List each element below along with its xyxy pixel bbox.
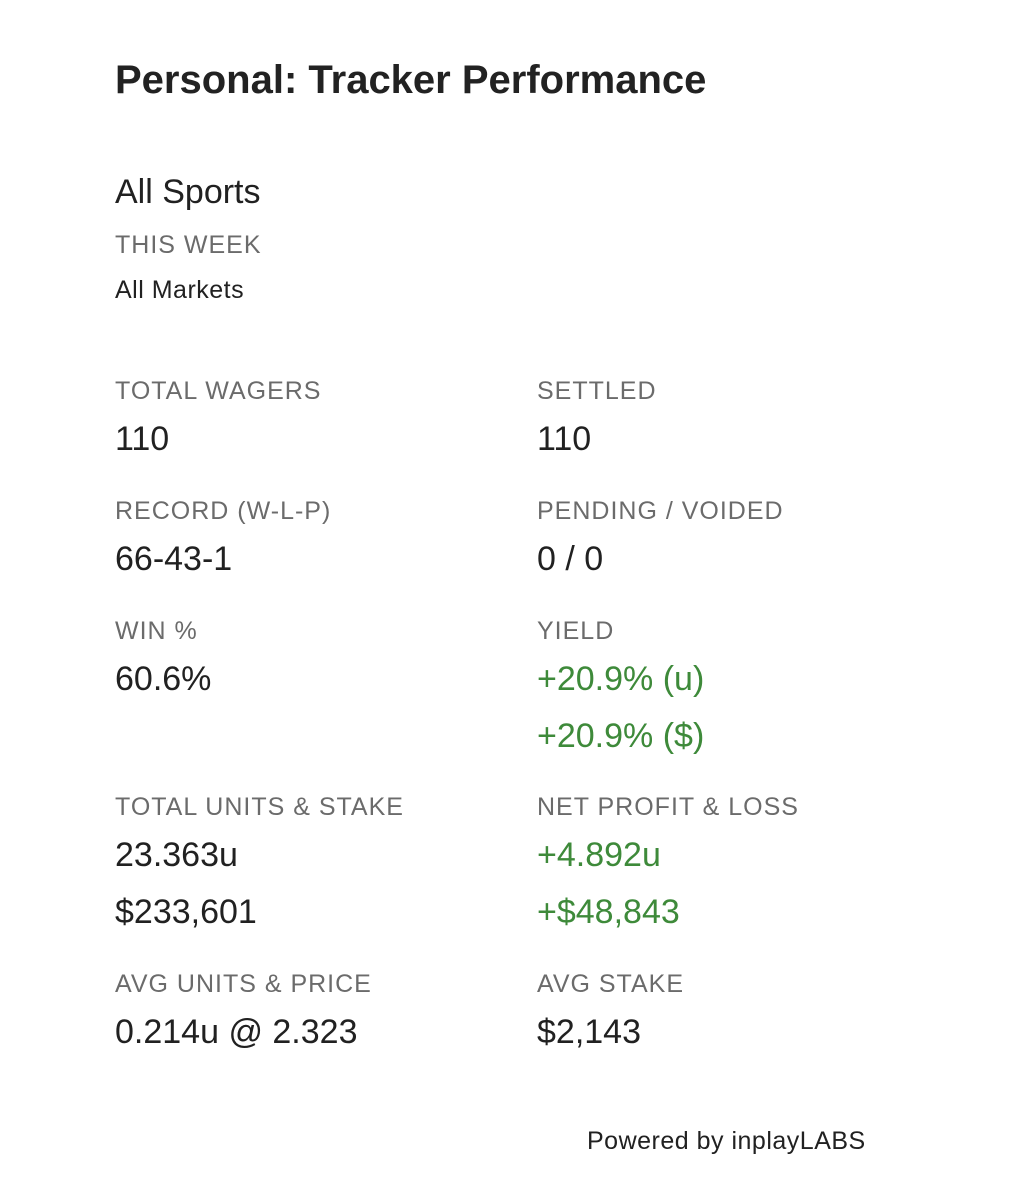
stat-label: RECORD (W-L-P): [115, 497, 332, 525]
credit: Powered by inplayLABS: [587, 1127, 866, 1155]
stat-label: AVG STAKE: [537, 970, 685, 998]
period-filter: THIS WEEK: [115, 231, 262, 259]
stat-value: +20.9% ($): [537, 717, 705, 755]
stat-value: $233,601: [115, 893, 257, 931]
stat-label: AVG UNITS & PRICE: [115, 970, 372, 998]
stat-label: PENDING / VOIDED: [537, 497, 784, 525]
market-filter: All Markets: [115, 276, 245, 304]
stat-value: 0.214u @ 2.323: [115, 1013, 358, 1051]
stat-label: YIELD: [537, 617, 615, 645]
stat-value: 110: [115, 420, 170, 458]
stat-value: 66-43-1: [115, 540, 233, 578]
stat-value: +20.9% (u): [537, 660, 705, 698]
stat-value: 23.363u: [115, 836, 238, 874]
stat-label: NET PROFIT & LOSS: [537, 793, 799, 821]
stat-label: TOTAL UNITS & STAKE: [115, 793, 404, 821]
stat-label: SETTLED: [537, 377, 657, 405]
stat-value: 0 / 0: [537, 540, 604, 578]
stat-value: +$48,843: [537, 893, 680, 931]
stat-value: +4.892u: [537, 836, 661, 874]
stat-value: 110: [537, 420, 592, 458]
page-title: Personal: Tracker Performance: [115, 58, 707, 102]
stat-label: TOTAL WAGERS: [115, 377, 322, 405]
stat-value: 60.6%: [115, 660, 212, 698]
sport-filter: All Sports: [115, 173, 261, 211]
stat-label: WIN %: [115, 617, 198, 645]
stat-value: $2,143: [537, 1013, 641, 1051]
